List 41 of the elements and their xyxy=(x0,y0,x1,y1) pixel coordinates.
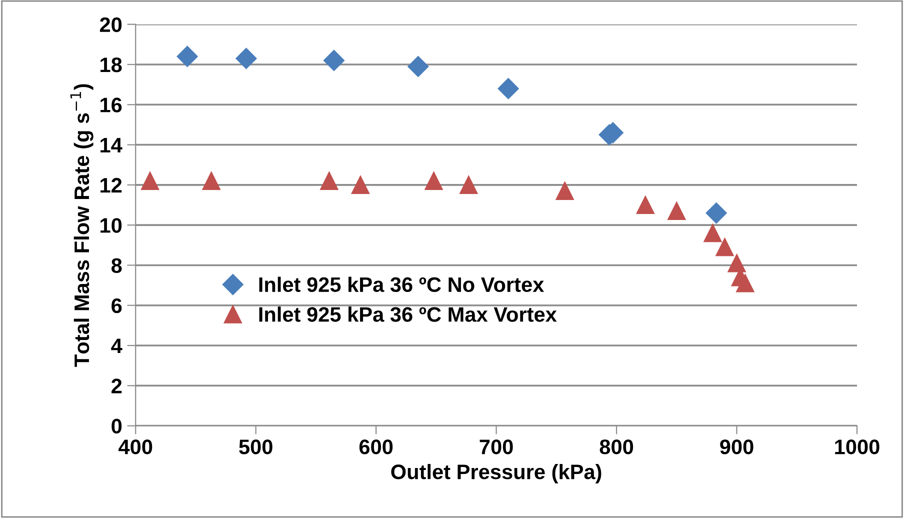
point xyxy=(236,48,257,69)
point xyxy=(176,46,198,67)
point xyxy=(498,78,519,100)
point xyxy=(716,238,734,256)
point xyxy=(728,254,746,272)
x-axis-title: Outlet Pressure (kPa) xyxy=(391,464,602,484)
point xyxy=(424,172,443,190)
point xyxy=(736,274,754,292)
y-tick-label: 4 xyxy=(111,338,122,354)
y-tick-label: 16 xyxy=(100,98,122,112)
x-tick-label: 900 xyxy=(720,440,754,454)
point xyxy=(141,172,160,190)
point xyxy=(556,182,574,200)
point xyxy=(320,172,338,190)
point xyxy=(706,202,727,224)
x-tick-label: 1000 xyxy=(835,440,880,454)
y-tick-label: 8 xyxy=(111,258,122,273)
point xyxy=(323,50,344,71)
point xyxy=(351,176,370,194)
point xyxy=(460,176,478,194)
y-tick-label: 0 xyxy=(112,418,122,434)
point xyxy=(636,196,654,214)
legend-label: Inlet 925 kPa 36 ºC No Vortex xyxy=(259,276,544,292)
y-tick-label: 6 xyxy=(112,298,122,314)
legend-label: Inlet 925 kPa 36 ºC Max Vortex xyxy=(259,306,557,322)
x-tick-label: 400 xyxy=(118,440,152,454)
point xyxy=(202,172,220,190)
y-tick-label: 12 xyxy=(100,178,122,192)
x-tick-label: 600 xyxy=(359,440,393,454)
point xyxy=(668,202,686,220)
y-tick-label: 2 xyxy=(112,378,122,394)
y-tick-label: 14 xyxy=(100,138,122,152)
y-tick-label: 10 xyxy=(100,218,122,233)
y-axis-title: Total Mass Flow Rate (g s$^{−1}$) xyxy=(70,84,94,367)
x-tick-label: 700 xyxy=(480,440,513,454)
x-tick-label: 500 xyxy=(239,440,272,454)
point xyxy=(704,224,722,242)
x-tick-label: 800 xyxy=(600,440,634,454)
point xyxy=(408,56,429,78)
y-tick-label: 18 xyxy=(100,57,122,72)
y-tick-label: 20 xyxy=(100,17,122,32)
